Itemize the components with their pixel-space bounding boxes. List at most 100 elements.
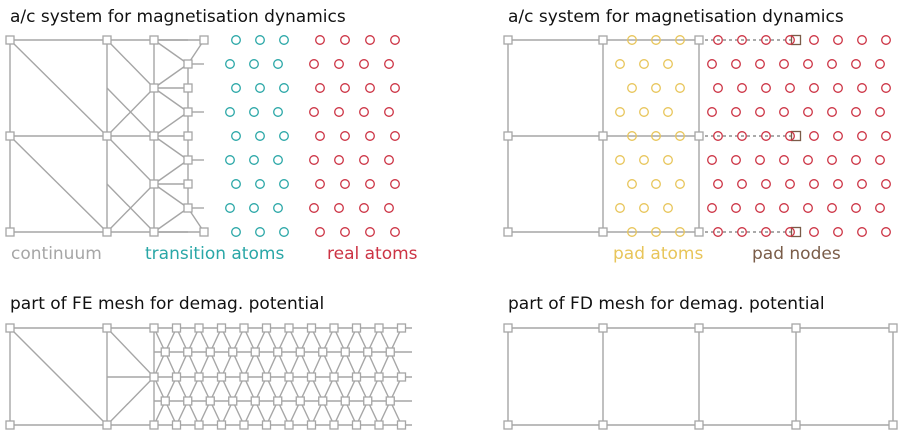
real-atom [707, 155, 717, 165]
mesh-node [295, 347, 305, 357]
mesh-edge [106, 376, 155, 426]
mesh-node [329, 372, 339, 382]
mesh-node [306, 323, 317, 333]
mesh-edge [106, 327, 155, 378]
title-top-left: a/c system for magnetisation dynamics [10, 7, 346, 27]
real-atom [340, 83, 350, 93]
mesh-node [205, 347, 215, 357]
mesh-edge [153, 183, 189, 209]
pad-atom [675, 179, 685, 189]
real-atom [851, 203, 861, 213]
real-atom [713, 35, 723, 45]
real-atom [827, 155, 837, 165]
transition-atom [249, 59, 259, 69]
mesh-edge [9, 39, 108, 137]
transition-atom [273, 203, 283, 213]
transition-atom [231, 131, 241, 141]
mesh-node [396, 372, 407, 382]
real-atom [803, 107, 813, 117]
mesh-node [374, 323, 384, 333]
real-atom [713, 179, 723, 189]
mesh-node [396, 420, 407, 430]
pad-atom [663, 107, 673, 117]
mesh-node [295, 396, 305, 406]
pad-atom [675, 131, 685, 141]
real-atom [851, 155, 861, 165]
pad-atom [615, 107, 625, 117]
panel-top-left-mesh [5, 35, 400, 237]
mesh-edge [106, 87, 155, 137]
transition-atom [255, 131, 265, 141]
transition-atom [279, 179, 289, 189]
mesh-node [888, 323, 898, 333]
real-atom [785, 131, 795, 141]
mesh-node [183, 155, 193, 165]
real-atom [761, 227, 771, 237]
mesh-node [149, 372, 159, 382]
real-atom [309, 59, 319, 69]
mesh-node [239, 372, 249, 382]
mesh-node [102, 420, 112, 430]
transition-atom [279, 131, 289, 141]
mesh-node [194, 372, 204, 382]
mesh-node [351, 323, 362, 333]
real-atom [851, 107, 861, 117]
mesh-node [183, 107, 193, 117]
pad-atom [639, 107, 649, 117]
real-atom [761, 35, 771, 45]
mesh-node [791, 323, 801, 333]
real-atom [809, 131, 819, 141]
real-atom [785, 227, 795, 237]
real-atom [881, 35, 891, 45]
mesh-node [160, 396, 170, 406]
mesh-node [888, 420, 898, 430]
panel-bottom-left-mesh [5, 323, 412, 430]
mesh-node [694, 35, 704, 45]
real-atom [755, 107, 765, 117]
real-atom [737, 179, 747, 189]
mesh-node [318, 396, 328, 406]
mesh-node [149, 227, 159, 237]
transition-atom [273, 59, 283, 69]
real-atom [731, 155, 741, 165]
real-atom [315, 179, 325, 189]
mesh-node [171, 420, 182, 430]
mesh-node [239, 420, 249, 430]
mesh-node [273, 347, 283, 357]
real-atom [737, 83, 747, 93]
real-atom [359, 107, 369, 117]
transition-atom [255, 227, 265, 237]
mesh-node [503, 35, 513, 45]
mesh-node [102, 35, 112, 45]
mesh-node [183, 83, 193, 93]
transition-atom [255, 83, 265, 93]
mesh-node [284, 323, 294, 333]
real-atom [737, 131, 747, 141]
mesh-node [171, 323, 182, 333]
pad-atom [651, 179, 661, 189]
mesh-node [329, 323, 339, 333]
real-atom [755, 59, 765, 69]
mesh-edge [9, 327, 108, 426]
real-atom [875, 59, 885, 69]
pad-atom [675, 35, 685, 45]
mesh-node [694, 131, 704, 141]
real-atom [384, 107, 394, 117]
real-atom [737, 227, 747, 237]
mesh-node [351, 420, 362, 430]
pad-atom [675, 83, 685, 93]
real-atom [359, 155, 369, 165]
pad-atom [663, 203, 673, 213]
legend-pad-nodes: pad nodes [752, 244, 841, 264]
real-atom [779, 155, 789, 165]
real-atom [857, 179, 867, 189]
mesh-node [284, 420, 294, 430]
real-atom [365, 179, 375, 189]
mesh-node [694, 227, 704, 237]
real-atom [340, 35, 350, 45]
mesh-node [306, 372, 317, 382]
real-atom [713, 131, 723, 141]
mesh-edge [153, 159, 189, 185]
mesh-node [149, 83, 159, 93]
